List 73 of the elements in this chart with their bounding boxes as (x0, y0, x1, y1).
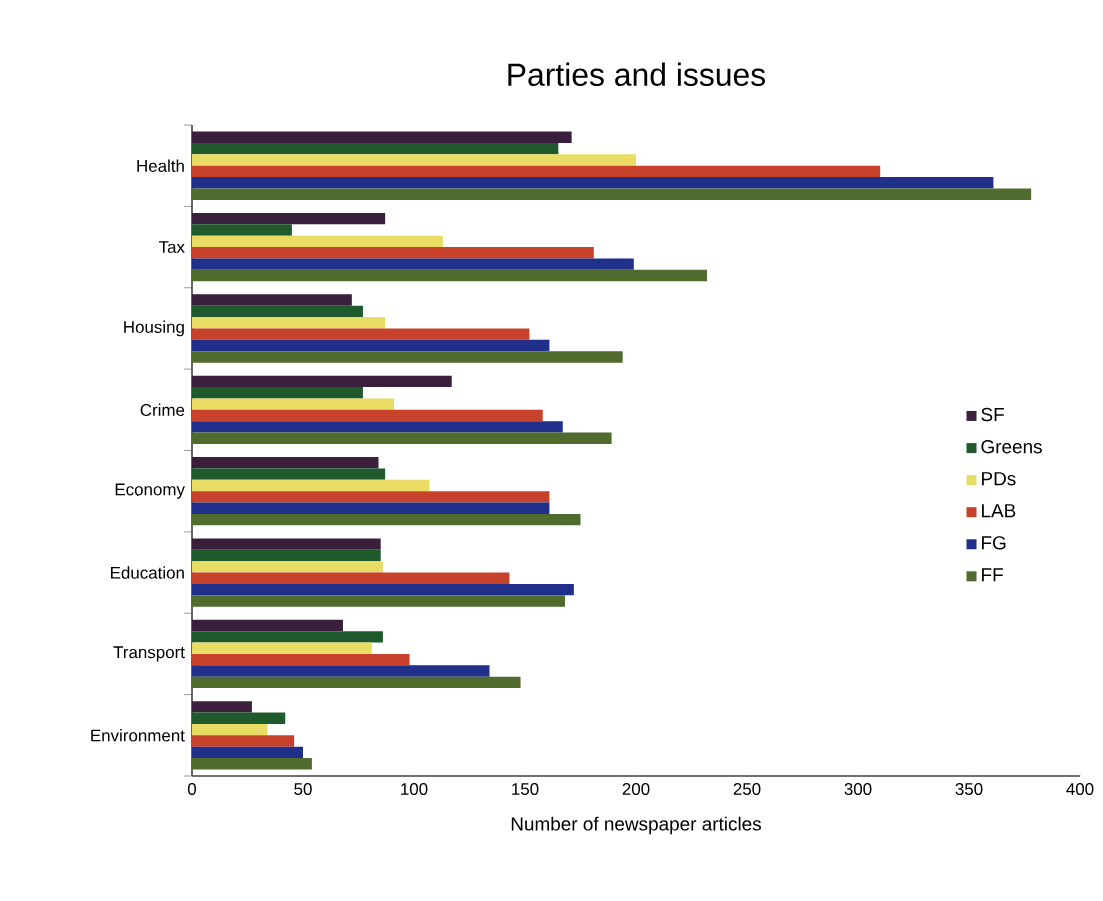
legend-label: Greens (981, 440, 1042, 454)
bar (192, 735, 295, 747)
x-tick-label: 0 (187, 783, 197, 796)
legend-label: LAB (982, 504, 1016, 518)
bar (192, 758, 312, 770)
bar (192, 212, 386, 225)
bar (192, 224, 292, 236)
x-tick-label: 100 (401, 783, 428, 796)
bar (192, 676, 521, 689)
bar (192, 538, 381, 550)
bar (192, 642, 372, 654)
bar (192, 375, 452, 388)
bar (192, 409, 543, 422)
bar (192, 188, 1032, 200)
bar (192, 723, 268, 736)
bar (192, 583, 574, 596)
bar (192, 468, 386, 480)
bar (192, 502, 550, 514)
bar (192, 457, 379, 469)
bar (192, 235, 443, 248)
legend-label: FG (982, 536, 1006, 550)
bar (192, 165, 881, 178)
x-tick-label: 350 (955, 783, 983, 796)
y-tick-label: Transport (113, 646, 185, 662)
bar (192, 398, 395, 410)
bar (192, 665, 490, 677)
bar (192, 131, 572, 143)
bar (192, 339, 550, 352)
bar (192, 421, 563, 433)
y-tick-label: Education (111, 566, 184, 579)
bar (192, 247, 594, 259)
x-tick-label: 150 (512, 783, 539, 796)
y-tick-label: Economy (115, 483, 185, 499)
legend-label: SF (981, 407, 1004, 422)
bar (192, 513, 581, 526)
bar (192, 572, 510, 584)
bar (192, 317, 386, 329)
bar (192, 142, 559, 155)
y-tick-label: Health (137, 159, 184, 172)
bar (192, 619, 343, 632)
legend-label: FF (982, 568, 1003, 582)
bar (192, 328, 530, 340)
bar (192, 305, 363, 318)
chart-title: Parties and issues (508, 62, 766, 87)
bar (192, 432, 612, 444)
x-tick-label: 250 (733, 783, 761, 796)
x-tick-label: 400 (1066, 783, 1094, 796)
bar (192, 177, 994, 189)
bar (192, 746, 303, 759)
x-tick-label: 50 (294, 783, 312, 796)
y-tick-label: Environment (91, 729, 185, 742)
bar (192, 387, 363, 399)
bar (192, 351, 623, 363)
bar (192, 258, 634, 270)
bar (192, 491, 550, 503)
bar (192, 479, 430, 492)
bar (192, 549, 381, 562)
bar (192, 653, 410, 666)
bar (192, 712, 286, 724)
bar (192, 294, 352, 306)
bar (192, 561, 383, 573)
x-tick-label: 300 (844, 783, 872, 796)
bar (192, 631, 383, 643)
bar (192, 154, 636, 166)
bar (192, 595, 565, 607)
y-tick-label: Tax (158, 241, 185, 253)
y-tick-label: Crime (140, 403, 185, 417)
x-axis-title: Number of newspaper articles (511, 816, 761, 835)
x-tick-label: 200 (622, 783, 650, 796)
legend-label: PDs (982, 472, 1016, 486)
y-tick-label: Housing (124, 320, 184, 337)
bar (192, 701, 252, 713)
bar (192, 269, 708, 282)
